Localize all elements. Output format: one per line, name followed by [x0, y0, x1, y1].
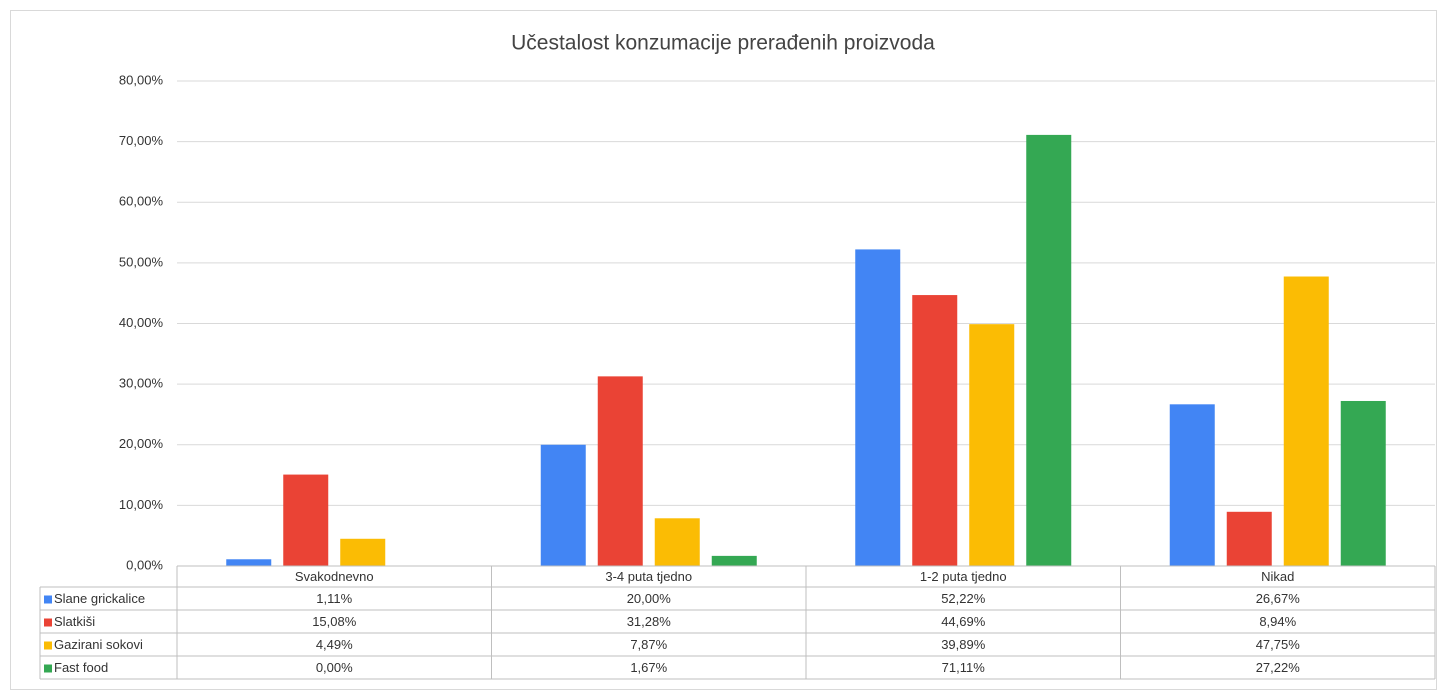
table-value: 71,11% — [942, 660, 986, 675]
table-value: 7,87% — [630, 637, 667, 652]
table-value: 44,69% — [941, 614, 986, 629]
legend-swatch — [44, 618, 52, 627]
table-value: 26,67% — [1256, 591, 1301, 606]
bar — [711, 555, 757, 566]
y-tick-label: 40,00% — [119, 315, 164, 330]
legend-label: Fast food — [54, 660, 108, 675]
table-value: 0,00% — [316, 660, 353, 675]
y-tick-label: 50,00% — [119, 254, 164, 269]
table-value: 1,67% — [630, 660, 667, 675]
bar — [283, 474, 329, 566]
y-tick-label: 30,00% — [119, 376, 164, 391]
legend-swatch — [44, 595, 52, 604]
table-value: 20,00% — [627, 591, 672, 606]
legend-label: Slatkiši — [54, 614, 95, 629]
bar — [597, 376, 643, 566]
table-value: 1,11% — [316, 591, 352, 606]
table-value: 15,08% — [312, 614, 357, 629]
bar — [1226, 511, 1272, 566]
table-value: 8,94% — [1259, 614, 1296, 629]
x-tick-label: 3-4 puta tjedno — [605, 569, 692, 584]
legend-swatch — [44, 664, 52, 673]
table-value: 52,22% — [941, 591, 986, 606]
chart-border — [10, 10, 1437, 690]
bar — [654, 518, 700, 566]
y-tick-label: 60,00% — [119, 194, 164, 209]
legend-label: Slane grickalice — [54, 591, 145, 606]
bar — [912, 295, 958, 566]
y-tick-label: 10,00% — [119, 497, 164, 512]
y-tick-label: 70,00% — [119, 133, 164, 148]
bar — [1169, 404, 1215, 566]
table-value: 39,89% — [941, 637, 986, 652]
chart-title: Učestalost konzumacije prerađenih proizv… — [511, 32, 935, 55]
bar — [855, 249, 901, 566]
legend-swatch — [44, 641, 52, 650]
table-value: 4,49% — [316, 637, 353, 652]
bar — [1340, 400, 1386, 566]
bar — [340, 538, 386, 566]
bar — [969, 324, 1015, 566]
y-tick-label: 0,00% — [126, 557, 163, 572]
x-tick-label: Nikad — [1261, 569, 1294, 584]
table-value: 47,75% — [1256, 637, 1301, 652]
table-value: 27,22% — [1256, 660, 1301, 675]
x-tick-label: 1-2 puta tjedno — [920, 569, 1007, 584]
bar — [1283, 276, 1329, 566]
y-tick-label: 80,00% — [119, 72, 164, 87]
table-value: 31,28% — [627, 614, 672, 629]
y-tick-label: 20,00% — [119, 436, 164, 451]
bar — [226, 559, 272, 566]
legend-label: Gazirani sokovi — [54, 637, 143, 652]
x-tick-label: Svakodnevno — [295, 569, 374, 584]
bar — [1026, 134, 1072, 566]
bar — [540, 444, 586, 566]
